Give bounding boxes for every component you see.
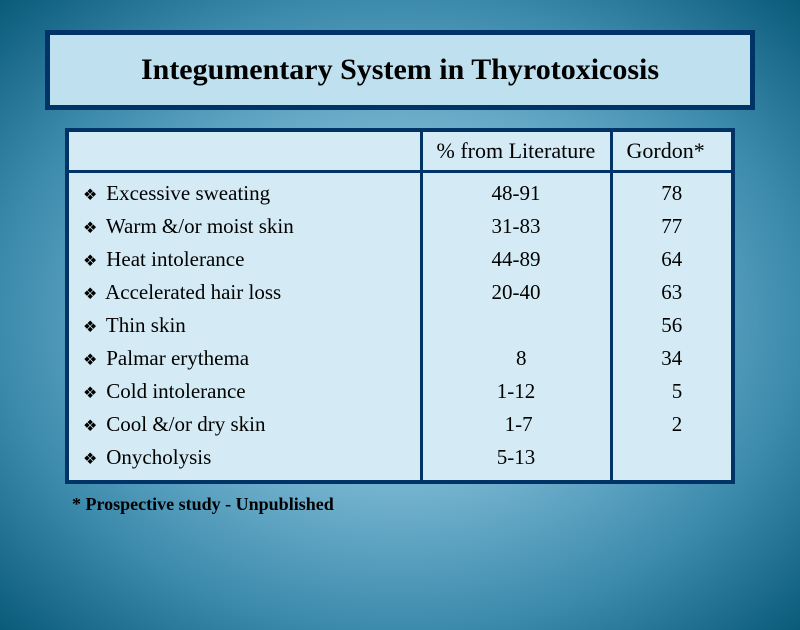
diamond-bullet-icon: ❖ — [83, 350, 101, 370]
diamond-bullet-icon: ❖ — [83, 251, 101, 271]
literature-cell: 1-12 — [421, 375, 611, 408]
table-header-row: % from Literature Gordon* — [69, 132, 731, 172]
footnote: * Prospective study - Unpublished — [72, 494, 800, 515]
diamond-bullet-icon: ❖ — [83, 185, 101, 205]
symptom-label: Palmar erythema — [101, 346, 249, 370]
symptom-cell: ❖ Thin skin — [69, 309, 421, 342]
table-row: ❖ Palmar erythema 834 — [69, 342, 731, 375]
symptom-cell: ❖ Warm &/or moist skin — [69, 210, 421, 243]
symptom-cell: ❖ Cold intolerance — [69, 375, 421, 408]
gordon-cell: 77 — [611, 210, 731, 243]
table-row: ❖ Warm &/or moist skin31-8377 — [69, 210, 731, 243]
symptom-cell: ❖ Palmar erythema — [69, 342, 421, 375]
table-row: ❖ Accelerated hair loss20-4063 — [69, 276, 731, 309]
data-table: % from Literature Gordon* ❖ Excessive sw… — [69, 132, 731, 480]
literature-cell: 8 — [421, 342, 611, 375]
symptom-label: Heat intolerance — [101, 247, 244, 271]
symptom-label: Excessive sweating — [101, 181, 270, 205]
symptom-label: Cold intolerance — [101, 379, 246, 403]
column-header-symptom — [69, 132, 421, 172]
gordon-cell: 5 — [611, 375, 731, 408]
literature-cell: 31-83 — [421, 210, 611, 243]
table-row: ❖ Heat intolerance44-8964 — [69, 243, 731, 276]
literature-cell: 5-13 — [421, 441, 611, 480]
literature-cell: 48-91 — [421, 172, 611, 211]
symptom-label: Onycholysis — [101, 445, 211, 469]
gordon-cell: 63 — [611, 276, 731, 309]
symptom-cell: ❖ Heat intolerance — [69, 243, 421, 276]
symptom-cell: ❖ Onycholysis — [69, 441, 421, 480]
symptom-label: Cool &/or dry skin — [101, 412, 266, 436]
gordon-cell: 78 — [611, 172, 731, 211]
symptom-label: Thin skin — [101, 313, 186, 337]
table-row: ❖ Thin skin 56 — [69, 309, 731, 342]
diamond-bullet-icon: ❖ — [83, 317, 101, 337]
diamond-bullet-icon: ❖ — [83, 383, 101, 403]
literature-cell — [421, 309, 611, 342]
literature-cell: 20-40 — [421, 276, 611, 309]
symptom-label: Accelerated hair loss — [101, 280, 281, 304]
table-row: ❖ Excessive sweating48-9178 — [69, 172, 731, 211]
gordon-cell: 56 — [611, 309, 731, 342]
diamond-bullet-icon: ❖ — [83, 284, 101, 304]
literature-cell: 1-7 — [421, 408, 611, 441]
gordon-cell: 2 — [611, 408, 731, 441]
symptom-cell: ❖ Excessive sweating — [69, 172, 421, 211]
diamond-bullet-icon: ❖ — [83, 449, 101, 469]
data-table-container: % from Literature Gordon* ❖ Excessive sw… — [65, 128, 735, 484]
symptom-cell: ❖ Accelerated hair loss — [69, 276, 421, 309]
diamond-bullet-icon: ❖ — [83, 416, 101, 436]
table-row: ❖ Onycholysis5-13 — [69, 441, 731, 480]
literature-cell: 44-89 — [421, 243, 611, 276]
gordon-cell — [611, 441, 731, 480]
column-header-gordon: Gordon* — [611, 132, 731, 172]
title-box: Integumentary System in Thyrotoxicosis — [45, 30, 755, 110]
symptom-cell: ❖ Cool &/or dry skin — [69, 408, 421, 441]
gordon-cell: 34 — [611, 342, 731, 375]
diamond-bullet-icon: ❖ — [83, 218, 101, 238]
table-row: ❖ Cool &/or dry skin 1-7 2 — [69, 408, 731, 441]
column-header-literature: % from Literature — [421, 132, 611, 172]
table-row: ❖ Cold intolerance1-12 5 — [69, 375, 731, 408]
symptom-label: Warm &/or moist skin — [101, 214, 294, 238]
page-title: Integumentary System in Thyrotoxicosis — [60, 53, 740, 87]
gordon-cell: 64 — [611, 243, 731, 276]
